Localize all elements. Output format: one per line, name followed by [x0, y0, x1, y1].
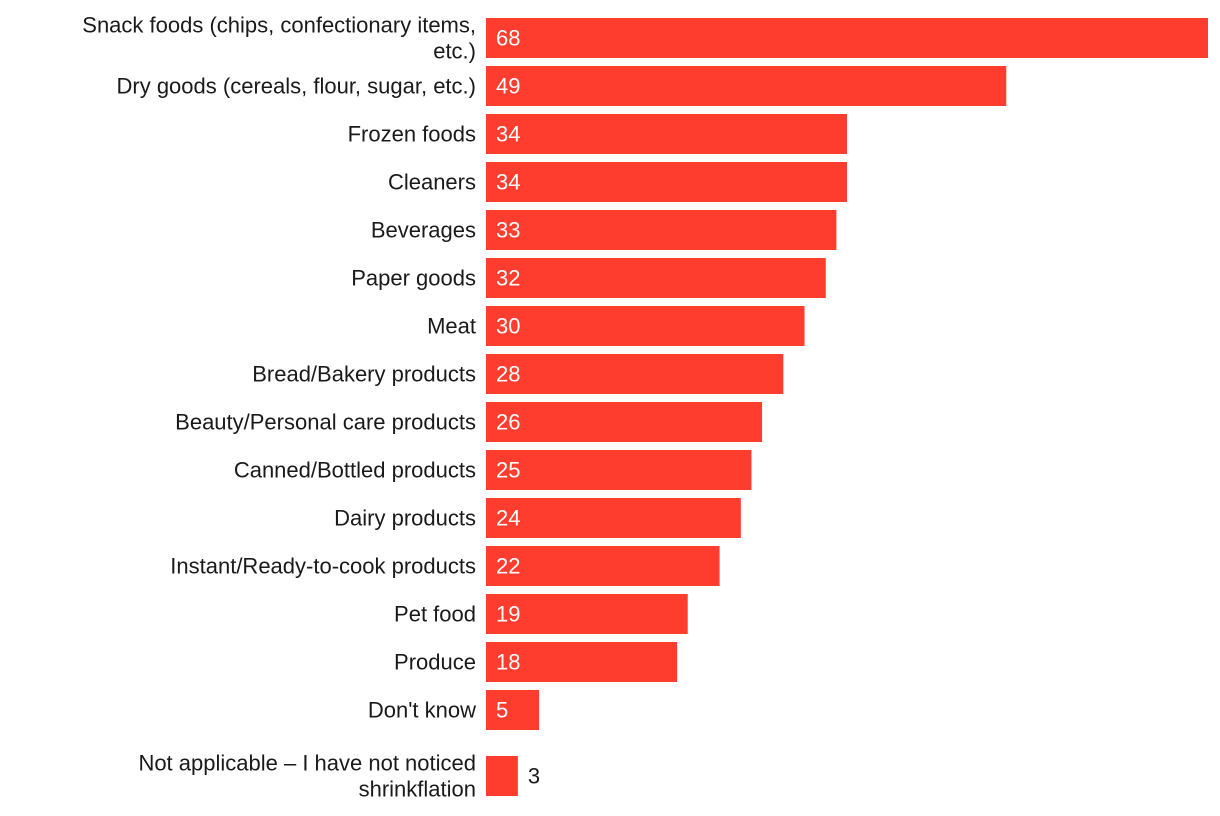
value-label: 26 — [496, 410, 520, 435]
category-label: shrinkflation — [359, 777, 476, 802]
category-label: etc.) — [433, 39, 476, 64]
category-label: Beverages — [371, 218, 476, 243]
category-label: Dairy products — [334, 506, 476, 531]
value-label: 28 — [496, 362, 520, 387]
value-label: 33 — [496, 218, 520, 243]
value-label: 5 — [496, 698, 508, 723]
bar — [486, 66, 1007, 106]
bar — [486, 114, 847, 154]
category-label: Snack foods (chips, confectionary items, — [82, 13, 476, 38]
value-label: 22 — [496, 554, 520, 579]
value-label: 30 — [496, 314, 520, 339]
bar — [486, 756, 518, 796]
bars — [486, 18, 1208, 796]
value-label: 34 — [496, 170, 520, 195]
category-label: Bread/Bakery products — [252, 362, 476, 387]
value-label: 3 — [528, 764, 540, 789]
value-label: 68 — [496, 26, 520, 51]
category-label: Dry goods (cereals, flour, sugar, etc.) — [117, 74, 477, 99]
bar — [486, 642, 678, 682]
value-labels: 68 49 34 34 33 32 30 28 26 25 24 22 19 18 5 3 — [496, 26, 540, 789]
category-label: Beauty/Personal care products — [175, 410, 476, 435]
bar — [486, 306, 805, 346]
bar — [486, 498, 741, 538]
bar — [486, 594, 688, 634]
value-label: 32 — [496, 266, 520, 291]
category-label: Pet food — [394, 602, 476, 627]
bar — [486, 450, 752, 490]
category-label: Not applicable – I have not noticed — [138, 751, 476, 776]
bar — [486, 18, 1208, 58]
value-label: 19 — [496, 602, 520, 627]
value-label: 34 — [496, 122, 520, 147]
category-label: Cleaners — [388, 170, 476, 195]
bar — [486, 402, 763, 442]
category-label: Don't know — [368, 698, 476, 723]
category-label: Instant/Ready-to-cook products — [170, 554, 476, 579]
bar — [486, 690, 540, 730]
bar — [486, 354, 784, 394]
category-label: Meat — [427, 314, 476, 339]
category-label: Frozen foods — [348, 122, 476, 147]
category-labels: Snack foods (chips, confectionary items,… — [82, 13, 476, 802]
value-label: 18 — [496, 650, 520, 675]
bar — [486, 210, 837, 250]
bar — [486, 162, 847, 202]
bar — [486, 258, 826, 298]
category-label: Produce — [394, 650, 476, 675]
value-label: 49 — [496, 74, 520, 99]
value-label: 24 — [496, 506, 520, 531]
value-label: 25 — [496, 458, 520, 483]
category-label: Canned/Bottled products — [234, 458, 476, 483]
bar — [486, 546, 720, 586]
category-label: Paper goods — [351, 266, 476, 291]
